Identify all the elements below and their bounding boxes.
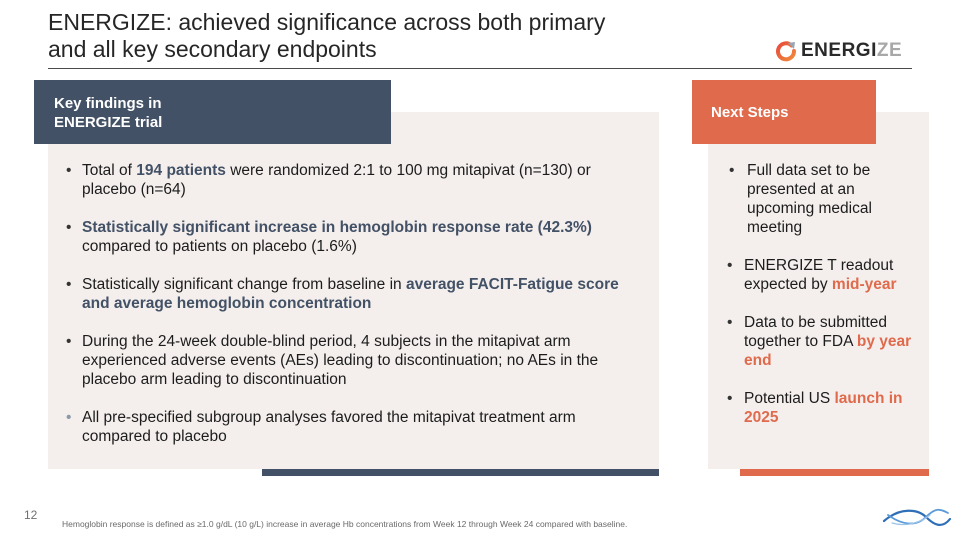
next-step-item: Data to be submitted together to FDA by … xyxy=(727,313,922,370)
next-steps-heading: Next Steps xyxy=(692,80,876,144)
finding-item: Statistically significant increase in he… xyxy=(66,218,646,256)
title-divider xyxy=(48,68,912,69)
wave-logo-icon xyxy=(882,508,952,526)
next-steps-list: Full data set to be presented at an upco… xyxy=(727,161,922,446)
footnote: Hemoglobin response is defined as ≥1.0 g… xyxy=(62,519,628,529)
next-step-item: Potential US launch in 2025 xyxy=(727,389,922,427)
key-findings-accent-bar xyxy=(262,469,659,476)
finding-item: All pre-specified subgroup analyses favo… xyxy=(66,408,646,446)
energize-logo: ENERGIZE xyxy=(775,38,902,64)
key-findings-heading: Key findings in ENERGIZE trial xyxy=(34,80,391,144)
finding-item: Total of 194 patients were randomized 2:… xyxy=(66,161,646,199)
title-line-2: and all key secondary endpoints xyxy=(48,36,377,62)
next-step-item: ENERGIZE T readout expected by mid-year xyxy=(727,256,922,294)
title-line-1: ENERGIZE: achieved significance across b… xyxy=(48,9,606,35)
next-step-item: Full data set to be presented at an upco… xyxy=(729,161,922,237)
circular-arrow-icon xyxy=(776,41,797,62)
page-number: 12 xyxy=(24,508,38,522)
next-steps-accent-bar xyxy=(740,469,929,476)
key-findings-list: Total of 194 patients were randomized 2:… xyxy=(66,161,646,465)
finding-item: During the 24-week double-blind period, … xyxy=(66,332,646,389)
finding-item: Statistically significant change from ba… xyxy=(66,275,646,313)
logo-wordmark: ENERGIZE xyxy=(801,40,903,61)
slide-title: ENERGIZE: achieved significance across b… xyxy=(48,9,688,63)
